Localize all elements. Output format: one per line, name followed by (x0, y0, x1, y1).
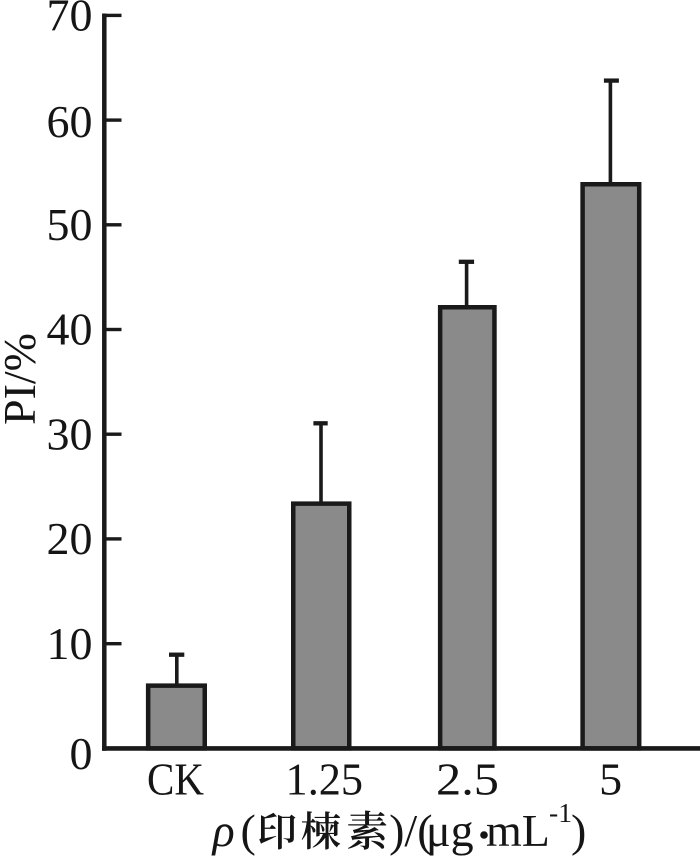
svg-text:)/(: )/( (389, 805, 432, 856)
svg-text:5: 5 (599, 754, 622, 805)
svg-text:): ) (571, 805, 586, 856)
svg-text:PI/%: PI/% (0, 333, 45, 425)
svg-text:(: ( (241, 805, 256, 856)
svg-text:2.5: 2.5 (436, 754, 499, 805)
svg-text:mL: mL (486, 805, 550, 856)
svg-text:50: 50 (47, 199, 93, 250)
svg-text:10: 10 (47, 618, 93, 669)
svg-text:20: 20 (47, 513, 93, 564)
svg-text:1.25: 1.25 (286, 754, 364, 805)
svg-text:40: 40 (47, 304, 93, 355)
svg-text:μg: μg (426, 805, 474, 856)
svg-text:0: 0 (70, 728, 93, 779)
svg-text:-1: -1 (549, 797, 572, 828)
svg-text:CK: CK (147, 754, 204, 805)
svg-text:30: 30 (47, 408, 93, 459)
svg-text:ρ: ρ (211, 805, 235, 856)
svg-text:70: 70 (47, 0, 93, 41)
svg-text:60: 60 (47, 96, 93, 147)
